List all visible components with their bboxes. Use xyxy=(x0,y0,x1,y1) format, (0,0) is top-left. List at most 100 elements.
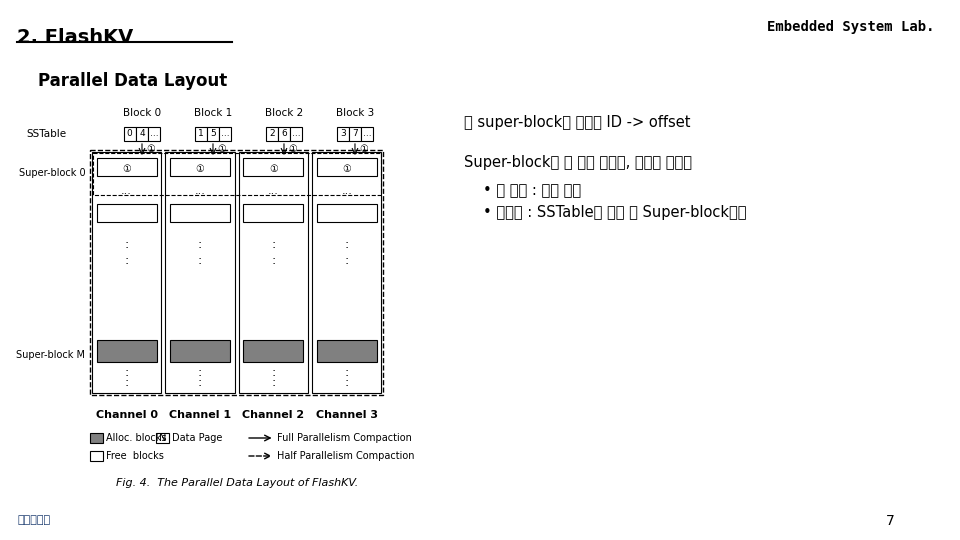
Text: :: : xyxy=(125,239,129,252)
Bar xyxy=(361,127,373,141)
Text: ①: ① xyxy=(122,164,131,174)
Text: Channel 0: Channel 0 xyxy=(96,410,157,420)
Text: ...: ... xyxy=(268,186,278,196)
Bar xyxy=(156,433,170,443)
Text: :: : xyxy=(345,376,348,389)
Text: :: : xyxy=(198,367,203,380)
Bar xyxy=(97,340,156,362)
Text: Data Page: Data Page xyxy=(172,433,223,443)
Text: Block 2: Block 2 xyxy=(265,108,303,118)
Bar xyxy=(97,204,156,222)
Text: 7: 7 xyxy=(352,130,358,138)
Text: :: : xyxy=(272,253,276,267)
Text: Embedded System Lab.: Embedded System Lab. xyxy=(767,20,934,34)
Bar xyxy=(90,433,103,443)
Text: :: : xyxy=(272,376,276,389)
Text: 각 super-block의 고유한 ID -> offset: 각 super-block의 고유한 ID -> offset xyxy=(464,115,690,130)
Text: SSTable: SSTable xyxy=(26,129,66,139)
Text: ...: ... xyxy=(150,130,158,138)
Bar xyxy=(312,152,381,393)
Text: ...: ... xyxy=(195,186,205,196)
Bar xyxy=(93,153,380,195)
Text: ①: ① xyxy=(147,145,156,154)
Text: Block 1: Block 1 xyxy=(194,108,232,118)
Text: 4: 4 xyxy=(139,130,145,138)
Bar xyxy=(277,127,290,141)
Text: Parallel Data Layout: Parallel Data Layout xyxy=(37,72,228,90)
Text: Alloc. blocks: Alloc. blocks xyxy=(106,433,166,443)
Text: • 첫 번째 : 파일 이름: • 첫 번째 : 파일 이름 xyxy=(483,183,581,198)
Text: Block 3: Block 3 xyxy=(336,108,374,118)
Text: ...: ... xyxy=(121,186,132,196)
Bar xyxy=(90,451,103,461)
Text: 0: 0 xyxy=(127,130,132,138)
Bar xyxy=(170,158,230,176)
Text: Channel 3: Channel 3 xyxy=(316,410,377,420)
Text: ①: ① xyxy=(196,164,204,174)
Bar xyxy=(90,150,383,395)
Text: :: : xyxy=(198,253,203,267)
Text: Free  blocks: Free blocks xyxy=(106,451,164,461)
Bar xyxy=(243,158,303,176)
Bar xyxy=(266,127,277,141)
Bar xyxy=(243,340,303,362)
Text: Channel 2: Channel 2 xyxy=(242,410,304,420)
Bar xyxy=(317,204,376,222)
Text: Super-block 0: Super-block 0 xyxy=(18,168,85,178)
Text: :: : xyxy=(198,239,203,252)
Text: ...: ... xyxy=(363,130,372,138)
Bar xyxy=(317,340,376,362)
Text: Super-block M: Super-block M xyxy=(16,350,85,360)
Text: Fig. 4.  The Parallel Data Layout of FlashKV.: Fig. 4. The Parallel Data Layout of Flas… xyxy=(115,478,358,488)
Bar xyxy=(124,127,135,141)
Text: :: : xyxy=(345,367,348,380)
Text: :: : xyxy=(272,239,276,252)
Text: ①: ① xyxy=(269,164,277,174)
Bar xyxy=(238,152,308,393)
Bar xyxy=(337,127,348,141)
Text: Block 0: Block 0 xyxy=(123,108,161,118)
Text: Channel 1: Channel 1 xyxy=(169,410,231,420)
Text: 2. FlashKV: 2. FlashKV xyxy=(17,28,133,47)
Text: Half Parallelism Compaction: Half Parallelism Compaction xyxy=(277,451,415,461)
Text: 7: 7 xyxy=(886,514,895,528)
Text: Super-block의 첫 번째 페이지, 마지막 페이지: Super-block의 첫 번째 페이지, 마지막 페이지 xyxy=(464,155,692,170)
Text: :: : xyxy=(125,376,129,389)
Bar xyxy=(243,204,303,222)
Text: ...: ... xyxy=(221,130,229,138)
Text: :: : xyxy=(345,253,348,267)
Text: 5: 5 xyxy=(210,130,216,138)
Text: :: : xyxy=(272,367,276,380)
Bar xyxy=(165,152,235,393)
Bar xyxy=(97,158,156,176)
Text: ...: ... xyxy=(341,186,352,196)
Bar xyxy=(317,158,376,176)
Text: N: N xyxy=(159,433,166,443)
Text: 6: 6 xyxy=(281,130,287,138)
Bar xyxy=(290,127,302,141)
Text: 2: 2 xyxy=(269,130,275,138)
Bar xyxy=(348,127,361,141)
Text: ①: ① xyxy=(343,164,351,174)
Bar xyxy=(148,127,160,141)
Bar xyxy=(170,340,230,362)
Text: Full Parallelism Compaction: Full Parallelism Compaction xyxy=(277,433,412,443)
Text: 단국대학교: 단국대학교 xyxy=(17,515,50,525)
Text: 1: 1 xyxy=(198,130,204,138)
Text: ①: ① xyxy=(218,145,227,154)
Text: ...: ... xyxy=(292,130,300,138)
Text: :: : xyxy=(125,367,129,380)
Bar xyxy=(195,127,206,141)
Text: • 마지막 : SSTable의 버전 및 Super-block상태: • 마지막 : SSTable의 버전 및 Super-block상태 xyxy=(483,205,746,220)
Bar xyxy=(219,127,231,141)
Text: :: : xyxy=(125,253,129,267)
Text: ①: ① xyxy=(289,145,298,154)
Text: :: : xyxy=(198,376,203,389)
Text: 3: 3 xyxy=(340,130,346,138)
Bar xyxy=(92,152,161,393)
Text: ①: ① xyxy=(360,145,369,154)
Text: :: : xyxy=(345,239,348,252)
Bar xyxy=(135,127,148,141)
Bar xyxy=(206,127,219,141)
Bar xyxy=(170,204,230,222)
